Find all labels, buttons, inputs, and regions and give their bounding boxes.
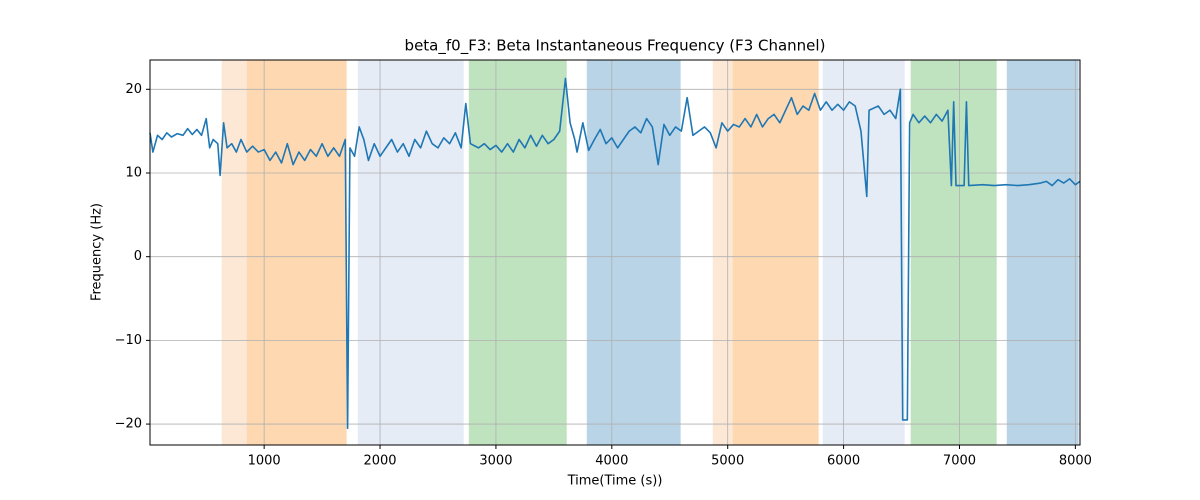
y-tick-label: −20 <box>115 417 142 432</box>
plot-frame <box>149 59 1081 446</box>
shaded-span <box>221 59 248 446</box>
shaded-span <box>586 59 681 446</box>
shaded-span <box>712 59 734 446</box>
y-tick-label: −10 <box>115 333 142 348</box>
shaded-span <box>468 59 567 446</box>
x-tick-label: 4000 <box>595 454 628 469</box>
y-tick-label: 0 <box>134 249 142 264</box>
x-tick-label: 1000 <box>248 454 281 469</box>
shaded-span <box>822 59 905 446</box>
shaded-span <box>246 59 347 446</box>
x-tick-label: 3000 <box>479 454 512 469</box>
shaded-span <box>1006 59 1079 446</box>
data-line <box>149 77 1081 430</box>
x-tick-label: 7000 <box>943 454 976 469</box>
x-tick-label: 5000 <box>711 454 744 469</box>
chart-title: beta_f0_F3: Beta Instantaneous Frequency… <box>405 37 826 56</box>
y-tick-label: 10 <box>125 165 142 180</box>
x-axis-label: Time(Time (s)) <box>567 474 663 489</box>
x-tick-label: 2000 <box>363 454 396 469</box>
x-tick-label: 6000 <box>827 454 860 469</box>
y-tick-label: 20 <box>125 82 142 97</box>
y-axis-label: Frequency (Hz) <box>90 203 105 301</box>
x-tick-label: 8000 <box>1059 454 1092 469</box>
shaded-span <box>732 59 819 446</box>
shaded-span <box>357 59 464 446</box>
